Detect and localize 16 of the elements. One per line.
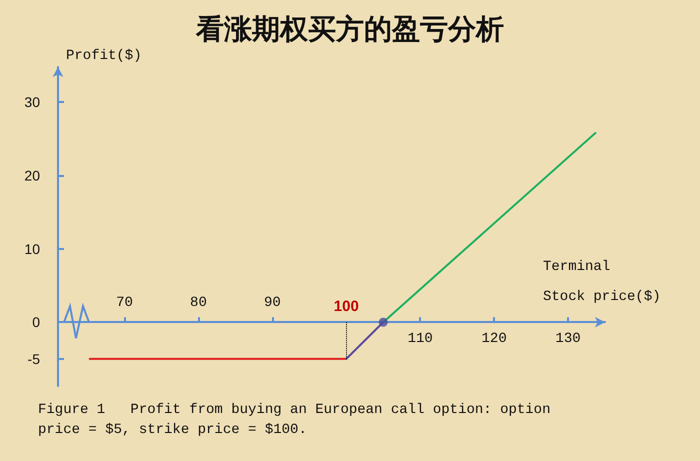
ref-line-label: 100 bbox=[334, 298, 359, 316]
y-tick-label: 20 bbox=[24, 168, 40, 184]
x-tick-label: 120 bbox=[482, 331, 507, 348]
caption: Figure 1 Profit from buying an European call option: option price = $5, strike price = $100. bbox=[38, 402, 550, 438]
y-tick-label: 10 bbox=[24, 240, 40, 257]
y-tick-label: 30 bbox=[24, 94, 40, 110]
x-tick-label: 130 bbox=[555, 331, 581, 348]
x-tick-label: 110 bbox=[408, 331, 433, 348]
x2-tick-label: 70 bbox=[116, 295, 133, 312]
chart-title: 看涨期权买方的盈亏分析 bbox=[195, 12, 504, 46]
y-tick-label: -5 bbox=[28, 350, 40, 367]
x-axis-title: Terminal Stock price($) bbox=[543, 259, 661, 306]
y-axis-title: Profit($) bbox=[66, 48, 142, 64]
y-tick-label: 0 bbox=[32, 314, 40, 330]
x2-tick-label: 80 bbox=[190, 295, 207, 312]
x2-tick-label: 90 bbox=[264, 295, 281, 312]
